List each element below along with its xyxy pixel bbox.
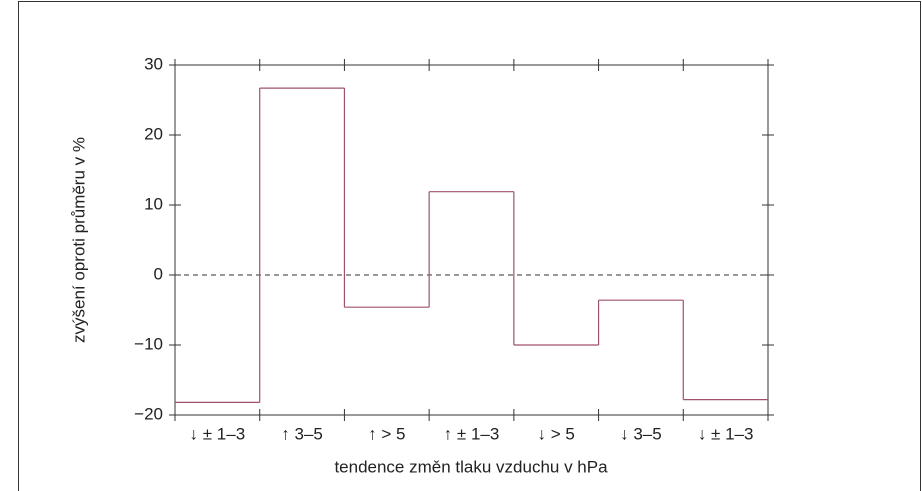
x-tick-label: ↑ 3–5 xyxy=(281,424,323,443)
plot-border xyxy=(174,64,769,416)
y-tick-label: 0 xyxy=(154,264,163,283)
x-tick-label: ↑ > 5 xyxy=(368,424,405,443)
frame xyxy=(18,1,921,491)
x-tick-label: ↓ ± 1–3 xyxy=(190,424,246,443)
x-tick-label: ↓ > 5 xyxy=(538,424,575,443)
x-axis-label: tendence změn tlaku vzduchu v hPa xyxy=(334,457,608,476)
y-tick-label: −10 xyxy=(134,334,163,353)
x-tick-label: ↓ 3–5 xyxy=(620,424,662,443)
y-axis-label: zvýšení oproti průměru v % xyxy=(69,137,88,343)
y-tick-label: 10 xyxy=(144,194,163,213)
y-tick-label: 30 xyxy=(144,54,163,73)
x-tick-label: ↓ ± 1–3 xyxy=(698,424,754,443)
x-tick-label: ↑ ± 1–3 xyxy=(444,424,500,443)
y-tick-label: 20 xyxy=(144,124,163,143)
y-tick-label: −20 xyxy=(134,404,163,423)
